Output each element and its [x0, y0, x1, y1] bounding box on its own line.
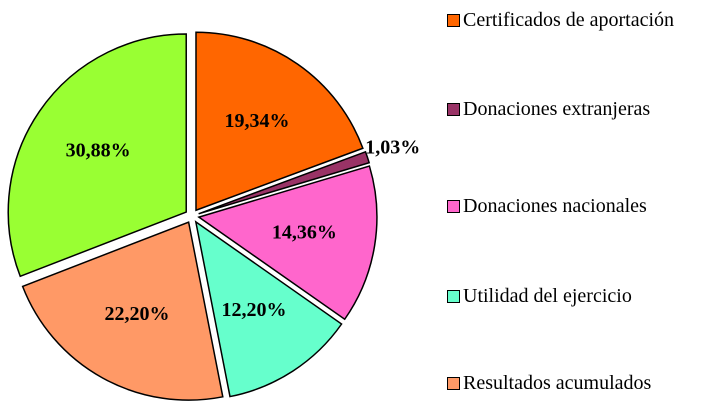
- data-label: 30,88%: [66, 139, 131, 161]
- legend-swatch: [447, 290, 460, 303]
- legend-label: Donaciones nacionales: [463, 195, 647, 217]
- legend-item: Donaciones extranjeras: [447, 94, 707, 124]
- data-label: 19,34%: [224, 110, 289, 132]
- pie-slice: [198, 150, 371, 215]
- pie-slice: [194, 220, 343, 398]
- pie-slice: [195, 31, 364, 212]
- chart: 19,34% 1,03% 14,36% 12,20% 22,20% 30,88%: [7, 31, 420, 401]
- legend-swatch: [447, 103, 460, 116]
- legend-label: Donaciones extranjeras: [463, 98, 651, 120]
- pie-slice: [197, 165, 378, 321]
- data-label: 14,36%: [272, 222, 337, 244]
- legend-item: Certificados de aportación: [447, 5, 707, 35]
- legend-label: Resultados acumulados: [463, 372, 652, 394]
- legend-swatch: [447, 200, 460, 213]
- legend-item: Resultados acumulados: [447, 368, 707, 398]
- legend-label: Utilidad del ejercicio: [463, 285, 632, 307]
- legend-swatch: [447, 14, 460, 27]
- legend-item: Utilidad del ejercicio: [447, 281, 707, 311]
- legend-label: Certificados de aportación: [463, 9, 675, 31]
- legend-swatch: [447, 377, 460, 390]
- legend-item: Donaciones nacionales: [447, 191, 707, 221]
- data-label: 1,03%: [365, 136, 420, 158]
- pie-slice: [7, 33, 187, 278]
- data-label: 22,20%: [105, 303, 170, 325]
- pie-slice: [21, 221, 224, 401]
- data-label: 12,20%: [222, 299, 287, 321]
